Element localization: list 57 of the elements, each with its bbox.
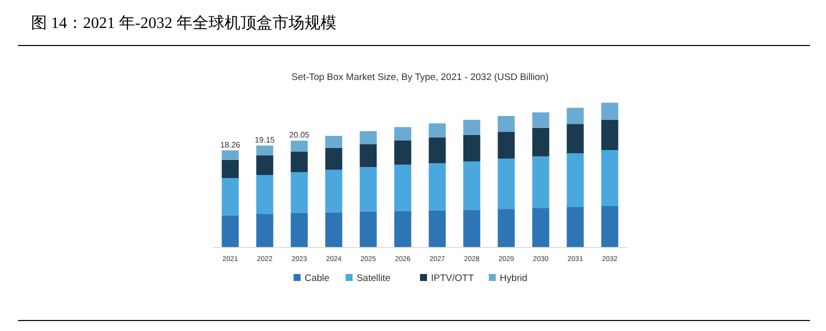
bar (498, 116, 515, 132)
bar (566, 124, 584, 154)
bar (394, 127, 412, 140)
bar (428, 210, 446, 247)
bar (360, 144, 377, 168)
bar (463, 120, 480, 135)
bar (290, 212, 308, 247)
bar (222, 150, 239, 160)
bar (222, 178, 239, 216)
bar (256, 146, 274, 156)
bar (290, 152, 308, 172)
bar (463, 161, 480, 210)
chart-subtitle: Set-Top Box Market Size, By Type, 2021 - 2032 (USD Billion) (292, 72, 548, 83)
bar (428, 123, 446, 138)
bar (428, 137, 446, 164)
bar (601, 150, 618, 206)
bar (498, 209, 515, 247)
bar (360, 211, 377, 247)
bar (290, 140, 308, 152)
bar (498, 132, 515, 159)
bar (601, 102, 618, 120)
bar (222, 215, 239, 247)
bar (532, 156, 550, 208)
bar (601, 120, 618, 150)
bar (290, 172, 308, 213)
bar (566, 108, 584, 124)
bar (360, 131, 377, 144)
bar (532, 208, 550, 247)
legend-label: IPTV/OTT (431, 273, 474, 284)
annotation: 18.26 (220, 140, 241, 150)
bar (463, 134, 480, 162)
bar (566, 153, 584, 208)
bar (463, 210, 480, 247)
legend-label: Cable (304, 273, 330, 284)
bar (222, 160, 239, 178)
bar (325, 212, 342, 247)
bar (532, 128, 550, 156)
legend-label: Hybrid (500, 273, 528, 284)
chart-title: 图 14：2021 年-2032 年全球机顶盒市场规模 (31, 14, 336, 32)
bar (428, 163, 446, 210)
legend-label: Satellite (356, 273, 390, 284)
bar (498, 158, 515, 210)
bar (532, 112, 550, 128)
bar (601, 206, 618, 247)
bar (256, 155, 274, 175)
annotation: 19.15 (254, 136, 276, 145)
bar (394, 211, 412, 247)
bar (325, 148, 342, 170)
bar (394, 140, 412, 165)
bar (325, 136, 342, 148)
bar (394, 164, 412, 212)
bar (360, 167, 377, 212)
bar (256, 214, 274, 247)
bar (256, 174, 274, 214)
annotation: 20.05 (289, 130, 310, 140)
bar (325, 170, 342, 212)
bar (566, 207, 584, 247)
